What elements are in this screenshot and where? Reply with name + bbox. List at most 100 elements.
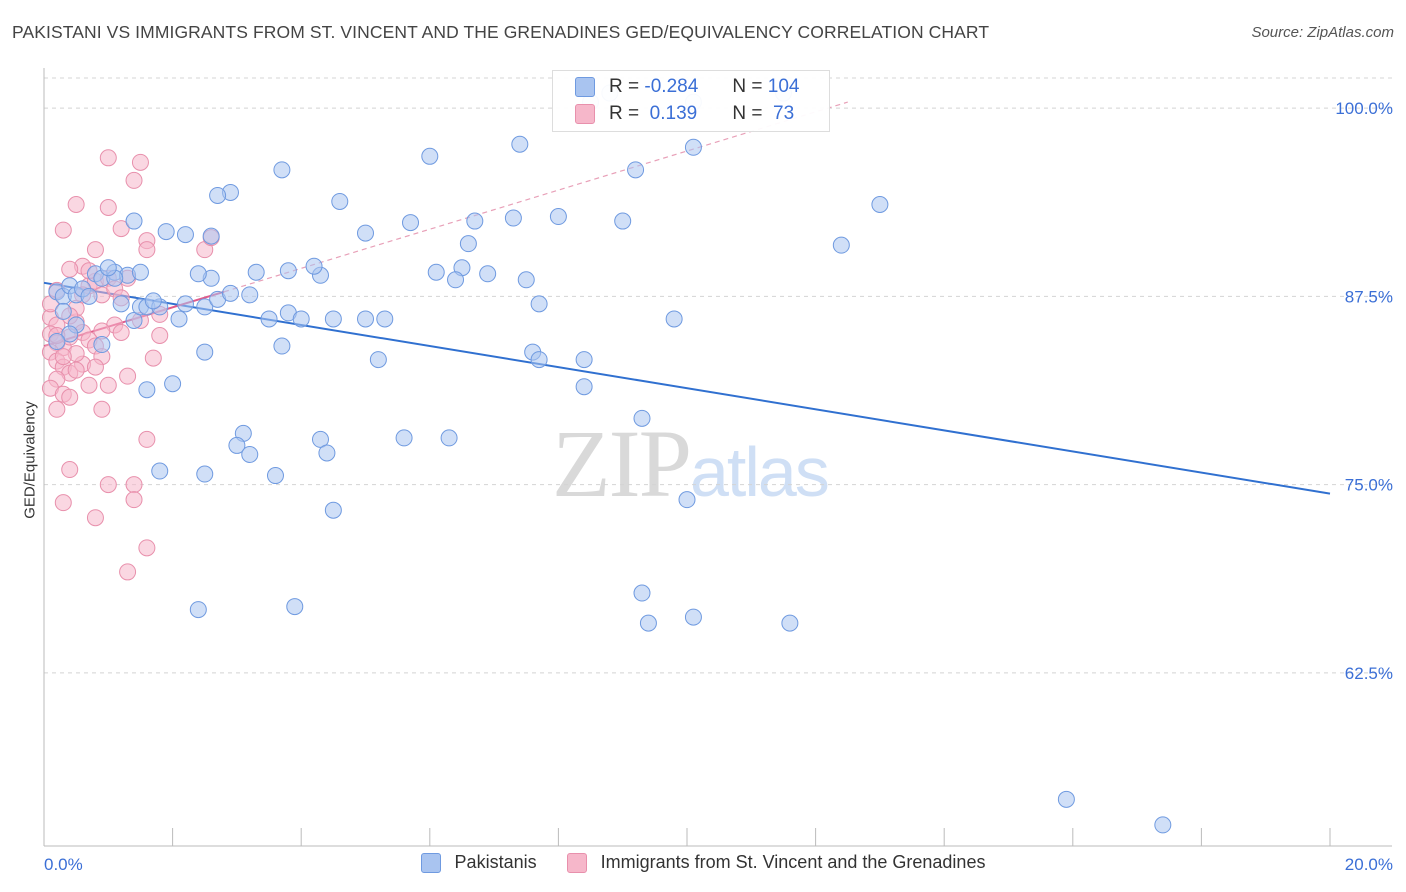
pakistani-point — [402, 214, 420, 232]
pakistani-point — [170, 310, 188, 328]
legend-n-value: 104 — [767, 76, 800, 97]
axes — [43, 68, 1392, 847]
pakistani-point — [440, 429, 458, 447]
legend-swatch-pakistanis — [575, 77, 595, 97]
pakistani-point — [871, 195, 889, 213]
immigrant-point — [67, 195, 85, 213]
legend-n-label: N = — [732, 76, 763, 97]
data-points — [41, 84, 1172, 834]
immigrant-point — [112, 220, 130, 238]
pakistani-point — [266, 467, 284, 485]
immigrant-point — [99, 149, 117, 167]
watermark: ZIPatlas — [552, 408, 830, 519]
pakistani-point — [228, 436, 246, 454]
immigrant-point — [151, 327, 169, 345]
pakistani-point — [324, 501, 342, 519]
pakistani-point — [196, 465, 214, 483]
pakistani-point — [157, 223, 175, 241]
legend-row-pakistanis: R = -0.284 N = 104 — [575, 74, 799, 100]
immigrant-point — [86, 358, 104, 376]
pakistani-point — [176, 295, 194, 313]
pakistani-point — [633, 409, 651, 427]
pakistani-point — [151, 462, 169, 480]
tick-labels: 100.0% 87.5% 75.0% 62.5% 0.0% 20.0% — [44, 99, 1393, 874]
immigrant-point — [67, 361, 85, 379]
pakistani-point — [530, 351, 548, 369]
immigrant-point — [86, 241, 104, 259]
immigrant-point — [119, 563, 137, 581]
immigrant-point — [138, 241, 156, 259]
legend-swatch-immigrants — [575, 104, 595, 124]
pakistani-point — [189, 265, 207, 283]
series-legend-immigrants: Immigrants from St. Vincent and the Gren… — [566, 852, 986, 873]
series-legend-pakistanis: Pakistanis — [420, 852, 537, 873]
pakistani-point — [633, 584, 651, 602]
legend-n-label: N = — [732, 103, 763, 124]
pakistani-point — [665, 310, 683, 328]
immigrant-point — [61, 388, 79, 406]
pakistani-point — [324, 310, 342, 328]
immigrant-point — [54, 221, 72, 239]
legend-row-immigrants: R = 0.139 N = 73 — [575, 101, 794, 127]
pakistani-point — [138, 381, 156, 399]
grid-lines — [44, 77, 1392, 674]
pakistani-point — [273, 337, 291, 355]
immigrant-point — [131, 153, 149, 171]
series-label-immigrants: Immigrants from St. Vincent and the Gren… — [600, 852, 986, 872]
y-tick-label: 62.5% — [1345, 664, 1393, 683]
pakistani-point — [331, 192, 349, 210]
immigrant-point — [138, 539, 156, 557]
immigrant-point — [144, 349, 162, 367]
x-tick-label: 20.0% — [1345, 855, 1393, 874]
pakistani-point — [247, 263, 265, 281]
pakistani-point — [279, 262, 297, 280]
pakistani-point — [54, 302, 72, 320]
pakistani-point — [421, 147, 439, 165]
pakistani-point — [376, 310, 394, 328]
pakistani-trend-line — [43, 281, 1331, 495]
pakistani-point — [61, 325, 79, 343]
pakistani-point — [517, 271, 535, 289]
pakistani-point — [260, 310, 278, 328]
y-tick-label: 100.0% — [1335, 99, 1393, 118]
pakistani-point — [112, 295, 130, 313]
y-tick-label: 75.0% — [1345, 476, 1393, 495]
pakistani-point — [832, 236, 850, 254]
pakistani-point — [511, 135, 529, 153]
pakistani-point — [131, 263, 149, 281]
immigrant-point — [119, 367, 137, 385]
pakistani-point — [292, 310, 310, 328]
pakistani-point — [466, 212, 484, 230]
legend-r-label: R = — [609, 76, 640, 97]
y-axis-label: GED/Equivalency — [21, 401, 39, 519]
pakistani-point — [684, 138, 702, 156]
immigrant-point — [48, 400, 66, 418]
pakistani-point — [459, 235, 477, 253]
pakistani-point — [395, 429, 413, 447]
watermark-atlas: atlas — [690, 433, 830, 511]
immigrant-point — [86, 509, 104, 527]
immigrant-point — [112, 323, 130, 341]
pakistani-point — [189, 601, 207, 619]
correlation-legend: R = -0.284 N = 104 R = 0.139 N = 73 — [552, 70, 830, 132]
pakistani-point — [369, 351, 387, 369]
pakistani-point — [357, 224, 374, 242]
pakistani-point — [125, 212, 143, 230]
immigrant-point — [138, 430, 156, 448]
legend-r-value: -0.284 — [644, 76, 699, 97]
watermark-zip: ZIP — [552, 410, 692, 517]
pakistani-point — [93, 336, 111, 354]
source-label: Source: ZipAtlas.com — [1251, 24, 1394, 41]
legend-n-value: 73 — [767, 103, 795, 124]
immigrant-point — [54, 494, 72, 512]
immigrant-point — [99, 199, 117, 217]
pakistani-point — [273, 161, 291, 179]
x-tick-label: 0.0% — [44, 855, 83, 874]
series-legend: Pakistanis Immigrants from St. Vincent a… — [0, 852, 1406, 873]
immigrant-point — [99, 376, 117, 394]
pakistani-point — [479, 265, 497, 283]
pakistani-point — [781, 614, 799, 632]
pakistani-point — [305, 257, 323, 275]
pakistani-point — [209, 186, 227, 204]
